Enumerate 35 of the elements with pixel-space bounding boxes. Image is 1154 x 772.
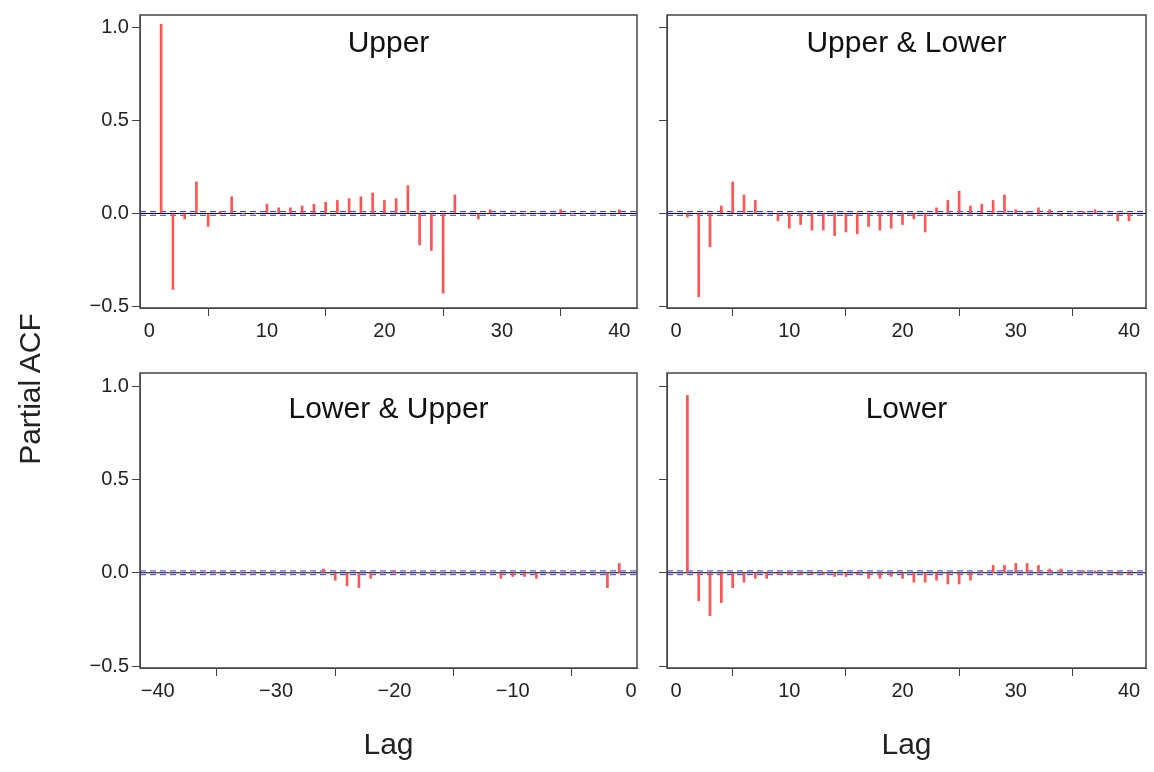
x-tick-label: −20 xyxy=(377,678,412,701)
x-tick-label: −10 xyxy=(495,678,530,701)
x-tick-label: 40 xyxy=(1117,318,1141,341)
x-tick-label: 10 xyxy=(778,678,801,701)
y-tick-label: −0.5 xyxy=(89,653,129,676)
x-axis-title: Lag xyxy=(363,727,414,761)
text: Lower xyxy=(865,391,948,425)
x-tick-label: 0 xyxy=(625,678,637,701)
text: Lower & Upper xyxy=(288,391,489,425)
x-tick-label: 10 xyxy=(778,318,801,341)
x-tick-label: 30 xyxy=(490,318,514,341)
x-tick-label: 0 xyxy=(670,318,682,341)
x-tick-label: −40 xyxy=(140,678,175,701)
y-tick-label: −0.5 xyxy=(89,293,129,316)
y-axis-title: Partial ACF xyxy=(13,312,47,467)
y-tick-label: 1.0 xyxy=(101,15,129,38)
y-tick-label: 1.0 xyxy=(101,373,129,396)
x-tick-label: 0 xyxy=(143,318,155,341)
chart-title: Upper xyxy=(347,25,430,59)
y-tick-label: 0.0 xyxy=(101,200,129,223)
x-tick-label: 30 xyxy=(1004,678,1027,701)
x-tick-label: 40 xyxy=(1117,678,1141,701)
x-tick-label: 10 xyxy=(255,318,279,341)
x-axis-title: Lag xyxy=(881,727,932,761)
y-tick-label: 0.0 xyxy=(101,560,129,583)
x-tick-label: 40 xyxy=(608,318,631,341)
x-tick-label: 20 xyxy=(373,318,396,341)
y-tick-label: 0.5 xyxy=(101,108,129,131)
y-tick-label: 0.5 xyxy=(101,466,129,489)
x-tick-label: 20 xyxy=(891,678,914,701)
x-tick-label: 30 xyxy=(1004,318,1027,341)
x-tick-label: 0 xyxy=(670,678,682,701)
x-tick-label: 20 xyxy=(891,318,914,341)
chart-title: Upper & Lower xyxy=(806,25,1007,59)
x-tick-label: −30 xyxy=(259,678,294,701)
